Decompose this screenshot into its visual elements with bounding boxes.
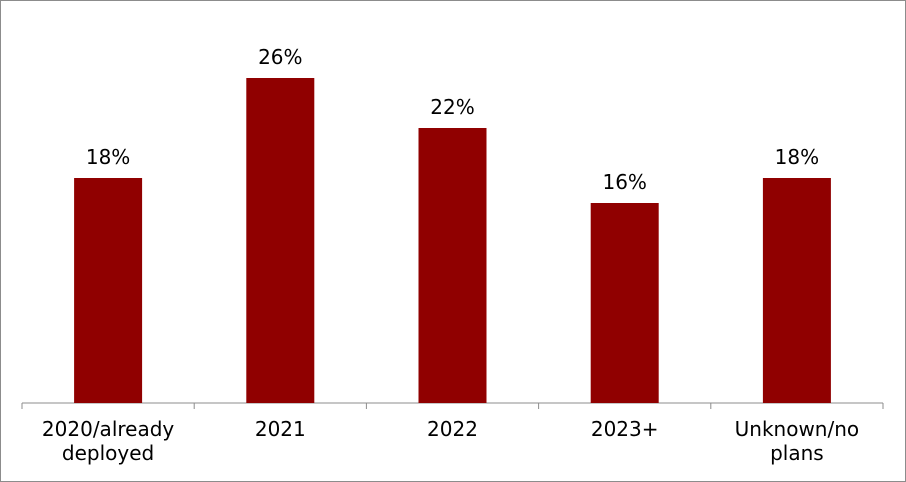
bar: [418, 128, 487, 403]
bar: [590, 203, 659, 403]
x-tick-label: Unknown/no plans: [734, 417, 860, 465]
bar: [762, 178, 831, 403]
x-tick-label: 2020/already deployed: [41, 417, 175, 465]
x-tick-label: 2022: [427, 417, 478, 441]
value-label: 22%: [430, 95, 474, 119]
value-label: 18%: [775, 145, 819, 169]
value-label: 26%: [258, 45, 302, 69]
bar: [74, 178, 143, 403]
bar: [246, 78, 315, 403]
value-label: 16%: [602, 170, 646, 194]
value-label: 18%: [86, 145, 130, 169]
x-tick-label: 2023+: [590, 417, 659, 441]
x-tick-label: 2021: [254, 417, 306, 441]
